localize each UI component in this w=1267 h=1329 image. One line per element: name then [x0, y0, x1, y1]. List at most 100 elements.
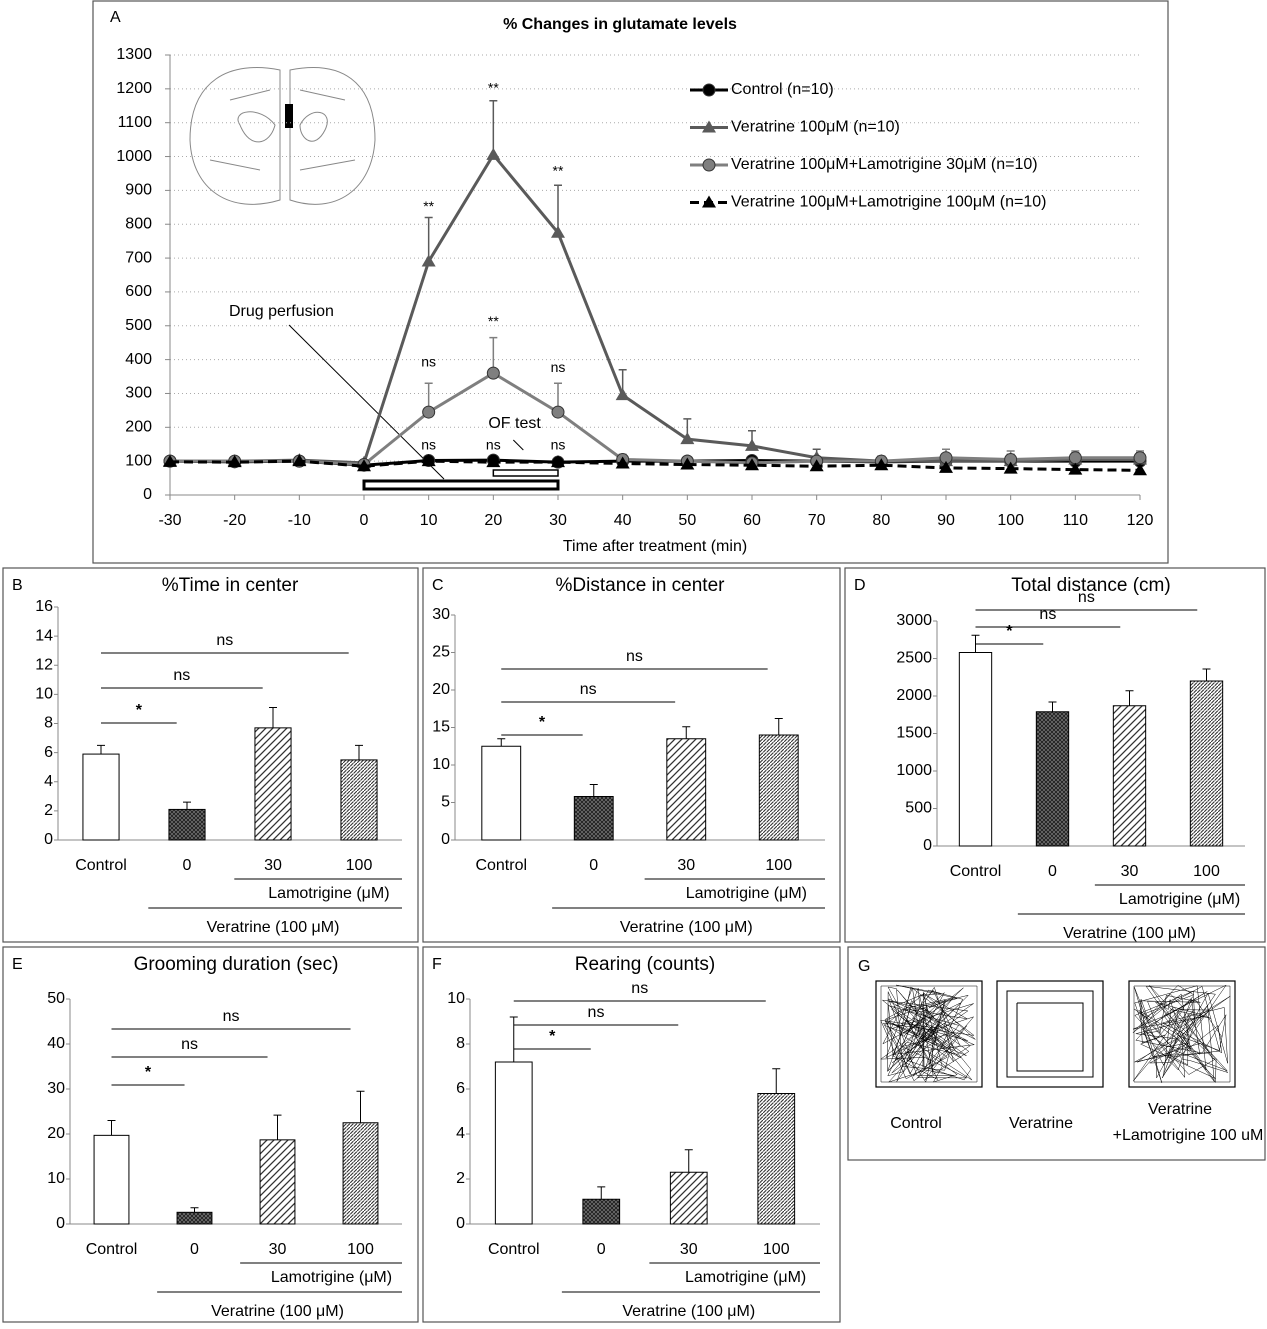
y-tick-label: 400	[125, 351, 152, 368]
x-tick-label: 90	[937, 512, 955, 529]
bar	[582, 1198, 621, 1225]
panel-letter: A	[110, 9, 121, 26]
x-tick-label: 30	[269, 1241, 287, 1258]
arena-label: Veratrine	[1148, 1101, 1212, 1118]
group-label: Veratrine (100 μM)	[211, 1303, 344, 1320]
marker	[421, 454, 436, 467]
y-tick-label: 100	[125, 452, 152, 469]
y-tick-label: 2	[456, 1170, 465, 1187]
error-bar	[190, 1207, 199, 1213]
bar	[93, 1134, 130, 1225]
span-bar	[362, 479, 560, 491]
x-tick-label: 0	[360, 512, 369, 529]
bar	[340, 759, 378, 841]
y-tick-label: 1300	[116, 46, 152, 63]
y-tick-label: 300	[125, 385, 152, 402]
marker	[809, 459, 824, 472]
panel-frame	[422, 946, 841, 1323]
x-tick-label: 30	[549, 512, 567, 529]
marker	[615, 388, 630, 401]
x-tick-label: 0	[183, 857, 192, 874]
y-tick-label: 10	[35, 686, 53, 703]
marker	[702, 83, 716, 97]
annotation: ns	[421, 437, 436, 453]
x-tick-label: 50	[678, 512, 696, 529]
x-axis-label: Time after treatment (min)	[563, 538, 747, 555]
arena	[996, 980, 1104, 1088]
y-tick-label: 14	[35, 627, 53, 644]
x-tick-label: 0	[597, 1241, 606, 1258]
group-label: Lamotrigine (μM)	[686, 885, 807, 902]
x-tick-label: 30	[1121, 863, 1139, 880]
bar	[757, 1093, 796, 1225]
error-bar	[273, 1114, 282, 1140]
error-bar	[597, 1186, 606, 1200]
track	[880, 984, 978, 1083]
panel-frame	[2, 567, 419, 943]
annotation: **	[488, 80, 499, 96]
y-tick-label: 2	[44, 802, 53, 819]
marker	[551, 455, 565, 468]
comparison-label: ns	[181, 1036, 198, 1053]
marker	[702, 195, 716, 208]
error-bar	[356, 1090, 365, 1123]
panel-letter: E	[12, 956, 23, 973]
bar	[254, 727, 292, 841]
y-tick-label: 0	[441, 831, 450, 848]
y-tick-label: 0	[56, 1215, 65, 1232]
error-bar	[554, 184, 562, 233]
group-label: Veratrine (100 μM)	[620, 919, 753, 936]
comparison-label: ns	[588, 1004, 605, 1021]
comparison-label: ns	[580, 681, 597, 698]
y-tick-label: 0	[44, 831, 53, 848]
arena-label: Control	[890, 1115, 942, 1132]
panel-letter: B	[12, 577, 23, 594]
marker	[745, 438, 759, 451]
bar	[669, 1171, 708, 1225]
error-bar	[1125, 690, 1134, 706]
annotation: ns	[421, 354, 436, 370]
comparison-label: ns	[1039, 606, 1056, 623]
annotation: ns	[551, 437, 566, 453]
annotation: **	[423, 198, 434, 214]
x-tick-label: 100	[997, 512, 1024, 529]
panel-letter: C	[432, 577, 444, 594]
comparison-label: *	[145, 1064, 152, 1081]
error-bar	[509, 1016, 518, 1062]
y-tick-label: 3000	[896, 612, 932, 629]
x-tick-label: 30	[677, 857, 695, 874]
x-tick-label: 40	[614, 512, 632, 529]
y-tick-label: 500	[905, 800, 932, 817]
x-tick-label: 20	[484, 512, 502, 529]
bar	[666, 738, 707, 841]
x-tick-label: 60	[743, 512, 761, 529]
x-tick-label: 120	[1127, 512, 1154, 529]
chart-title: Total distance (cm)	[1011, 575, 1170, 596]
comparison-label: ns	[216, 632, 233, 649]
comparison-label: ns	[173, 667, 190, 684]
comparison-label: ns	[631, 980, 648, 997]
legend-label: Veratrine 100μM+Lamotrigine 100μM (n=10)	[731, 194, 1047, 211]
y-tick-label: 15	[432, 719, 450, 736]
annotation: ns	[486, 437, 501, 453]
y-tick-label: 2000	[896, 687, 932, 704]
y-tick-label: 8	[456, 1035, 465, 1052]
x-tick-label: 110	[1063, 512, 1089, 529]
y-tick-label: 25	[432, 644, 450, 661]
y-tick-label: 4	[456, 1125, 465, 1142]
x-tick-label: 0	[589, 857, 598, 874]
y-tick-label: 500	[125, 317, 152, 334]
x-tick-label: 80	[872, 512, 890, 529]
comparison-label: *	[539, 714, 546, 731]
bar	[1035, 711, 1070, 847]
chart-title: %Time in center	[162, 575, 299, 596]
x-tick-label: Control	[475, 857, 527, 874]
comparison-label: *	[136, 702, 143, 719]
group-label: Lamotrigine (μM)	[1119, 891, 1240, 908]
group-label: Lamotrigine (μM)	[268, 885, 389, 902]
marker	[421, 254, 436, 267]
legend-label: Control (n=10)	[731, 81, 834, 98]
y-tick-label: 10	[447, 990, 465, 1007]
bar	[176, 1211, 213, 1225]
